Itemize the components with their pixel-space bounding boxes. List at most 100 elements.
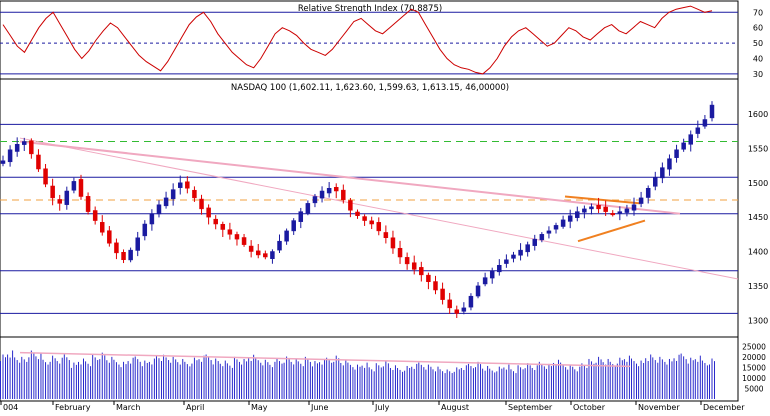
candle-body	[85, 196, 91, 212]
candle-body	[185, 181, 190, 189]
candle-body	[660, 167, 665, 179]
candle-body	[702, 119, 708, 127]
candle-body	[178, 182, 183, 188]
candle-body	[567, 215, 573, 222]
candle-body	[468, 295, 474, 308]
price-candles	[0, 101, 715, 319]
x-tick-label: February	[55, 403, 91, 412]
candle-body	[248, 245, 254, 252]
price-tick-label: 1350	[748, 282, 768, 291]
x-tick-label: March	[116, 403, 140, 412]
candle-body	[397, 247, 403, 258]
candle-body	[383, 232, 389, 238]
price-tick-label: 1500	[748, 179, 768, 188]
candle-body	[624, 208, 630, 213]
x-tick-label: December	[703, 403, 745, 412]
rsi-tick-label: 70	[753, 8, 763, 17]
candle-body	[341, 189, 346, 201]
candle-body	[461, 307, 467, 312]
candle-body	[553, 225, 559, 230]
orange-upper-trendline	[564, 195, 641, 205]
candle-body	[497, 265, 502, 273]
x-tick-label: July	[374, 403, 390, 412]
volume-bars	[0, 350, 715, 399]
volume-trendline	[19, 351, 631, 368]
price-tick-label: 1600	[748, 110, 768, 119]
price-tick-label: 1550	[748, 144, 768, 153]
candle-body	[263, 253, 268, 258]
candle-body	[213, 218, 218, 225]
candle-body	[426, 274, 431, 283]
rsi-y-axis: 30 40 50 60 70	[753, 8, 763, 79]
candle-body	[440, 288, 445, 300]
candle-body	[645, 188, 651, 198]
candle-body	[631, 204, 637, 211]
candle-body	[575, 211, 580, 218]
candle-body	[560, 219, 566, 227]
candle-body	[14, 144, 20, 152]
candle-body	[92, 210, 98, 221]
pink-lower-trendline	[19, 137, 739, 280]
candle-body	[617, 211, 623, 214]
candle-body	[199, 198, 204, 210]
candle-body	[482, 277, 488, 285]
rsi-frame	[0, 0, 739, 80]
price-y-axis: 1300 1350 1400 1450 1500 1550 1600	[748, 110, 768, 325]
rsi-tick-label: 30	[753, 70, 763, 79]
candle-body	[411, 262, 417, 270]
candle-body	[504, 259, 509, 264]
candle-body	[333, 187, 339, 192]
candle-body	[29, 140, 34, 155]
candle-body	[255, 250, 261, 256]
x-tick-label: November	[638, 403, 680, 412]
volume-tick-label: 15000	[742, 363, 766, 372]
candle-body	[78, 179, 84, 197]
rsi-title: Relative Strength Index (70.8875)	[298, 4, 442, 14]
candle-body	[64, 190, 70, 205]
rsi-tick-label: 40	[753, 55, 763, 64]
candle-body	[270, 251, 275, 259]
candle-body	[348, 200, 353, 211]
rsi-tick-label: 60	[753, 24, 763, 33]
rsi-grid	[0, 11, 738, 75]
candle-body	[376, 222, 382, 232]
candle-body	[163, 197, 169, 207]
price-trendlines	[19, 137, 739, 280]
rsi-line	[2, 5, 713, 75]
x-axis: 004 February March April May June July August Se…	[0, 400, 745, 412]
candle-body	[43, 168, 48, 185]
x-tick-label: September	[508, 403, 553, 412]
candle-body	[22, 141, 27, 145]
candle-body	[298, 211, 304, 222]
candle-body	[284, 230, 289, 242]
x-tick-label: October	[573, 403, 606, 412]
rsi-series	[2, 5, 713, 75]
x-tick-label: April	[186, 403, 204, 412]
candle-body	[192, 189, 197, 199]
candle-body	[142, 223, 148, 237]
candle-body	[291, 220, 296, 232]
candle-body	[128, 249, 133, 261]
candle-body	[596, 204, 601, 210]
candle-body	[71, 181, 77, 191]
candle-body	[695, 127, 701, 134]
candle-body	[475, 285, 481, 297]
candle-body	[404, 257, 410, 265]
candle-body	[326, 188, 332, 194]
rsi-panel: Relative Strength Index (70.8875) 30 40 50…	[0, 0, 763, 80]
x-tick-label: August	[441, 403, 469, 412]
price-tick-label: 1450	[748, 213, 768, 222]
candle-body	[511, 254, 516, 259]
candle-body	[170, 189, 176, 200]
candle-body	[603, 206, 608, 212]
candle-body	[319, 190, 325, 199]
candle-body	[362, 216, 367, 221]
candle-body	[206, 207, 211, 218]
candle-body	[220, 223, 226, 230]
candle-body	[114, 242, 119, 254]
candle-body	[653, 177, 658, 187]
candle-body	[312, 196, 318, 204]
candle-body	[688, 134, 693, 145]
candle-body	[454, 309, 460, 314]
